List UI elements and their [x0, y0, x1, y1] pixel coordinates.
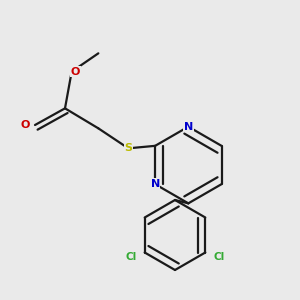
- Text: N: N: [184, 122, 193, 132]
- Text: S: S: [124, 143, 132, 153]
- Text: Cl: Cl: [125, 253, 136, 262]
- Text: N: N: [151, 179, 160, 189]
- Text: O: O: [71, 67, 80, 77]
- Text: O: O: [21, 120, 30, 130]
- Text: Cl: Cl: [214, 253, 225, 262]
